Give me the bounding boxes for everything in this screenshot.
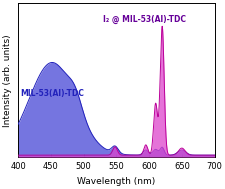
Y-axis label: Intensity (arb. units): Intensity (arb. units) [3,34,12,127]
Text: I₂ @ MIL-53(Al)-TDC: I₂ @ MIL-53(Al)-TDC [103,15,185,24]
Text: MIL-53(Al)-TDC: MIL-53(Al)-TDC [20,89,83,98]
X-axis label: Wavelength (nm): Wavelength (nm) [77,177,155,186]
